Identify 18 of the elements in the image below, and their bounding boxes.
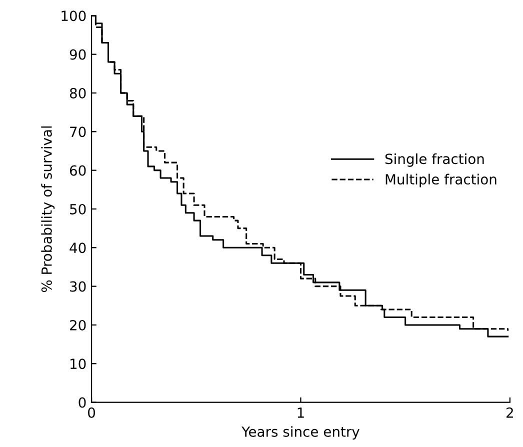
y-tick-label: 60 (70, 165, 86, 176)
y-tick-label: 40 (70, 242, 86, 254)
y-tick-label: 80 (70, 88, 86, 98)
y-tick-label: 90 (70, 49, 86, 60)
y-tick-label: 100 (62, 10, 86, 22)
y-tick-label: 50 (70, 204, 86, 214)
legend-label: Single fraction (385, 153, 484, 167)
y-axis-title: % Probability of survival (41, 126, 55, 292)
y-tick-label: 10 (70, 358, 86, 370)
y-tick-label: 70 (70, 126, 86, 138)
x-axis-title: Years since entry (242, 426, 360, 440)
x-tick-label: 1 (298, 408, 304, 418)
y-tick-label: 20 (70, 320, 86, 330)
x-tick-label: 2 (506, 407, 513, 418)
y-tick-label: 0 (78, 397, 86, 408)
x-tick-label: 0 (88, 407, 96, 418)
legend-label: Multiple fraction (386, 174, 496, 188)
y-tick-label: 30 (70, 281, 86, 292)
